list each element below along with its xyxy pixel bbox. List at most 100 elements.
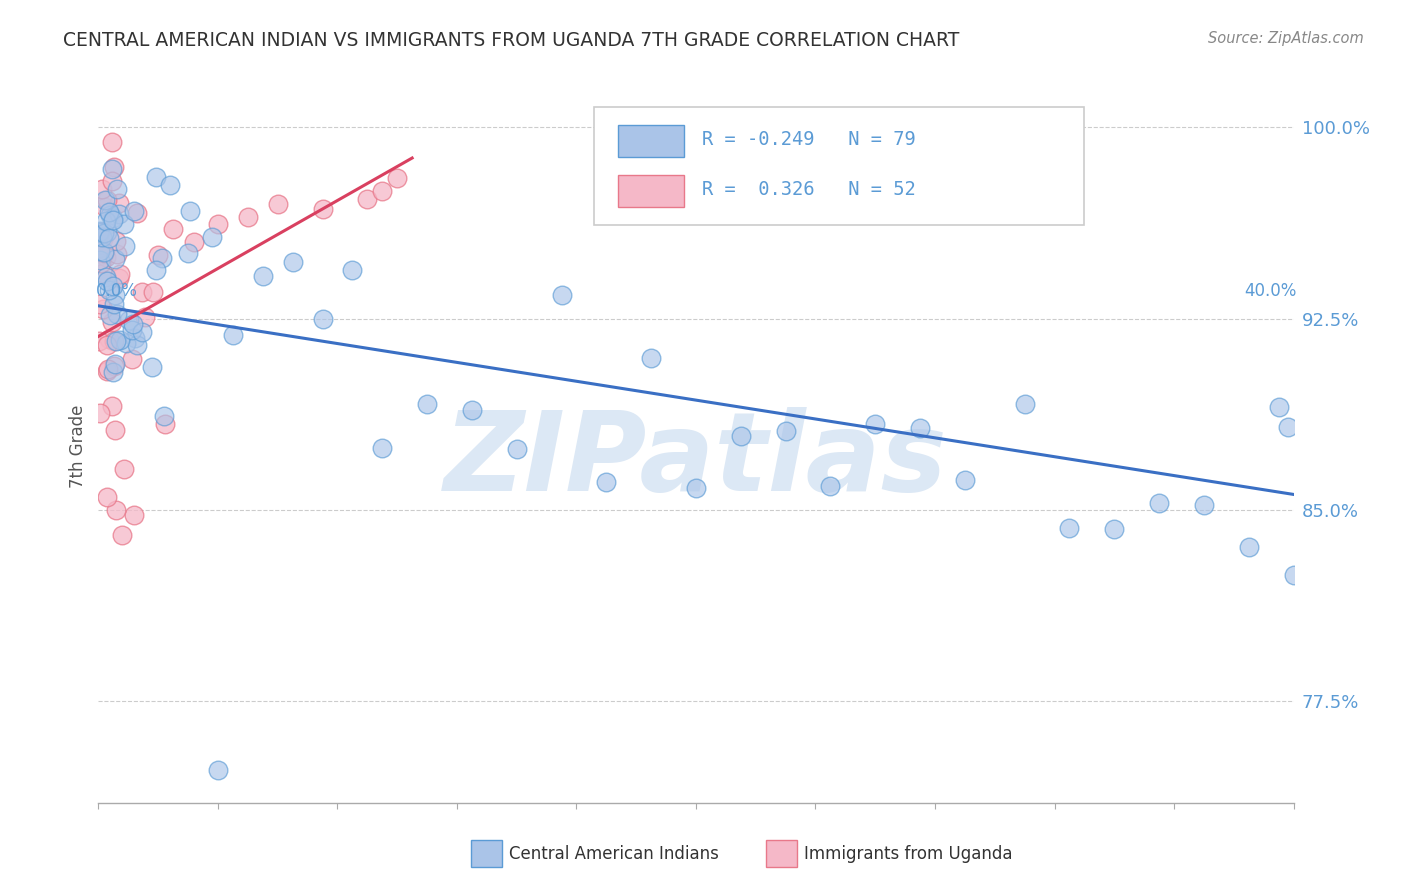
Point: [98, 283, 121, 297]
Point: [111, 528, 134, 542]
Point: [207, 217, 229, 231]
Text: CENTRAL AMERICAN INDIAN VS IMMIGRANTS FROM UGANDA 7TH GRADE CORRELATION CHART: CENTRAL AMERICAN INDIAN VS IMMIGRANTS FR…: [63, 31, 960, 50]
Point: [685, 481, 707, 495]
Point: [101, 173, 124, 187]
Point: [104, 288, 127, 302]
Point: [103, 359, 125, 373]
Point: [153, 409, 176, 423]
Point: [97, 332, 120, 346]
Point: [96, 225, 118, 239]
Point: [94, 269, 117, 284]
Point: [550, 288, 572, 302]
Point: [108, 271, 131, 285]
Point: [114, 238, 136, 252]
Point: [162, 222, 184, 236]
Point: [1059, 521, 1081, 535]
Point: [820, 479, 842, 493]
Text: 40.0%: 40.0%: [1244, 282, 1296, 300]
Point: [101, 400, 124, 414]
Point: [142, 285, 165, 300]
Point: [93, 227, 115, 241]
Point: [105, 247, 128, 261]
Point: [101, 135, 124, 149]
Point: [183, 235, 205, 249]
Point: [97, 231, 120, 245]
Point: [90, 182, 112, 196]
Point: [89, 244, 111, 259]
Point: [122, 317, 145, 331]
Bar: [619, 175, 685, 207]
Point: [1267, 400, 1289, 414]
Point: [134, 310, 156, 325]
Point: [267, 197, 290, 211]
Text: ZIPatlas: ZIPatlas: [444, 407, 948, 514]
Point: [96, 193, 118, 207]
Point: [107, 207, 129, 221]
Point: [141, 359, 163, 374]
Point: [121, 323, 143, 337]
Point: [1192, 498, 1215, 512]
Point: [342, 263, 364, 277]
Point: [148, 248, 170, 262]
Text: Central American Indians: Central American Indians: [509, 845, 718, 863]
Point: [105, 334, 128, 349]
Point: [1104, 522, 1126, 536]
Point: [371, 441, 394, 455]
Point: [110, 333, 132, 347]
Point: [98, 204, 121, 219]
Point: [371, 184, 394, 198]
Point: [96, 338, 118, 352]
Point: [101, 365, 124, 379]
Point: [775, 424, 797, 438]
Point: [96, 364, 118, 378]
FancyBboxPatch shape: [595, 107, 1084, 225]
Point: [105, 307, 128, 321]
Bar: [619, 125, 685, 157]
Point: [127, 338, 149, 352]
Point: [1237, 540, 1260, 554]
Point: [89, 297, 111, 311]
Point: [93, 193, 115, 207]
Point: [121, 351, 143, 366]
Point: [91, 302, 114, 317]
Point: [98, 208, 121, 222]
Text: R =  0.326   N = 52: R = 0.326 N = 52: [702, 179, 915, 199]
Point: [953, 473, 976, 487]
Point: [201, 229, 224, 244]
Text: Source: ZipAtlas.com: Source: ZipAtlas.com: [1208, 31, 1364, 46]
Point: [252, 269, 274, 284]
Point: [94, 200, 117, 214]
Point: [104, 252, 127, 267]
Point: [93, 246, 115, 260]
Point: [90, 229, 112, 244]
Point: [865, 417, 887, 431]
Point: [93, 232, 115, 246]
Point: [461, 403, 484, 417]
Point: [179, 204, 201, 219]
Point: [908, 421, 931, 435]
Point: [103, 297, 125, 311]
Point: [112, 461, 135, 475]
Point: [101, 314, 124, 328]
Point: [114, 336, 136, 351]
Point: [89, 406, 111, 420]
Point: [124, 204, 146, 219]
Point: [87, 225, 110, 239]
Point: [595, 475, 617, 489]
Point: [145, 170, 167, 185]
Point: [207, 763, 229, 777]
Point: [104, 234, 127, 248]
Point: [97, 361, 120, 376]
Point: [155, 417, 177, 431]
Point: [108, 196, 131, 211]
Point: [118, 313, 141, 327]
Point: [416, 397, 439, 411]
Point: [101, 278, 124, 293]
Point: [311, 311, 333, 326]
Point: [124, 508, 146, 522]
Point: [222, 328, 245, 343]
Point: [640, 351, 662, 365]
Point: [103, 211, 125, 225]
Point: [177, 245, 200, 260]
Point: [101, 162, 124, 177]
